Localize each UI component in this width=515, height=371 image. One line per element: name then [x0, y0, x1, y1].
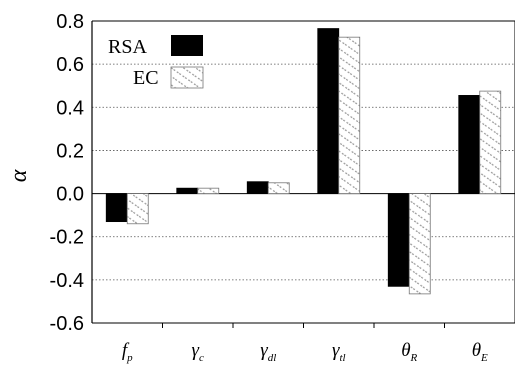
- x-category-label: θE: [472, 340, 488, 364]
- bar-ec: [479, 90, 502, 194]
- bar-rsa: [458, 95, 481, 194]
- legend-label-ec: EC: [133, 67, 159, 89]
- y-axis-label: α: [6, 169, 32, 182]
- legend: RSA EC: [108, 35, 204, 89]
- y-tick-label: 0.6: [56, 54, 84, 76]
- x-category-label: fp: [122, 340, 133, 364]
- x-category-label: θR: [401, 340, 417, 364]
- bar-ec: [408, 193, 431, 295]
- bar-ec: [267, 182, 290, 194]
- bar-ec: [126, 193, 149, 225]
- y-tick-label: -0.2: [50, 227, 84, 249]
- bar-ec: [197, 187, 220, 194]
- bar-rsa: [176, 187, 199, 194]
- gridlines: [92, 63, 515, 281]
- x-category-label: γdl: [260, 340, 276, 364]
- bar-ec: [338, 36, 361, 194]
- bars-group: [105, 28, 502, 295]
- x-category-label: γc: [192, 340, 205, 364]
- y-tick-label: 0.2: [56, 140, 84, 162]
- x-category-labels: fp γc γdl γtl θR θE: [122, 323, 488, 364]
- y-tick-label: 0.0: [56, 184, 84, 206]
- bar-rsa: [387, 193, 410, 287]
- legend-swatch-rsa: [171, 35, 203, 56]
- y-tick-label: -0.4: [50, 270, 84, 292]
- legend-label-rsa: RSA: [108, 36, 147, 58]
- y-tick-labels: -0.6 -0.4 -0.2 0.0 0.2 0.4 0.6 0.8: [50, 11, 84, 335]
- x-category-label: γtl: [332, 340, 346, 364]
- y-tick-label: 0.8: [56, 11, 84, 33]
- bar-rsa: [246, 181, 269, 194]
- bar-rsa: [317, 28, 340, 194]
- bar-rsa: [105, 193, 128, 223]
- y-tick-label: -0.6: [50, 313, 84, 335]
- y-tick-label: 0.4: [56, 97, 84, 119]
- legend-swatch-ec: [170, 66, 204, 89]
